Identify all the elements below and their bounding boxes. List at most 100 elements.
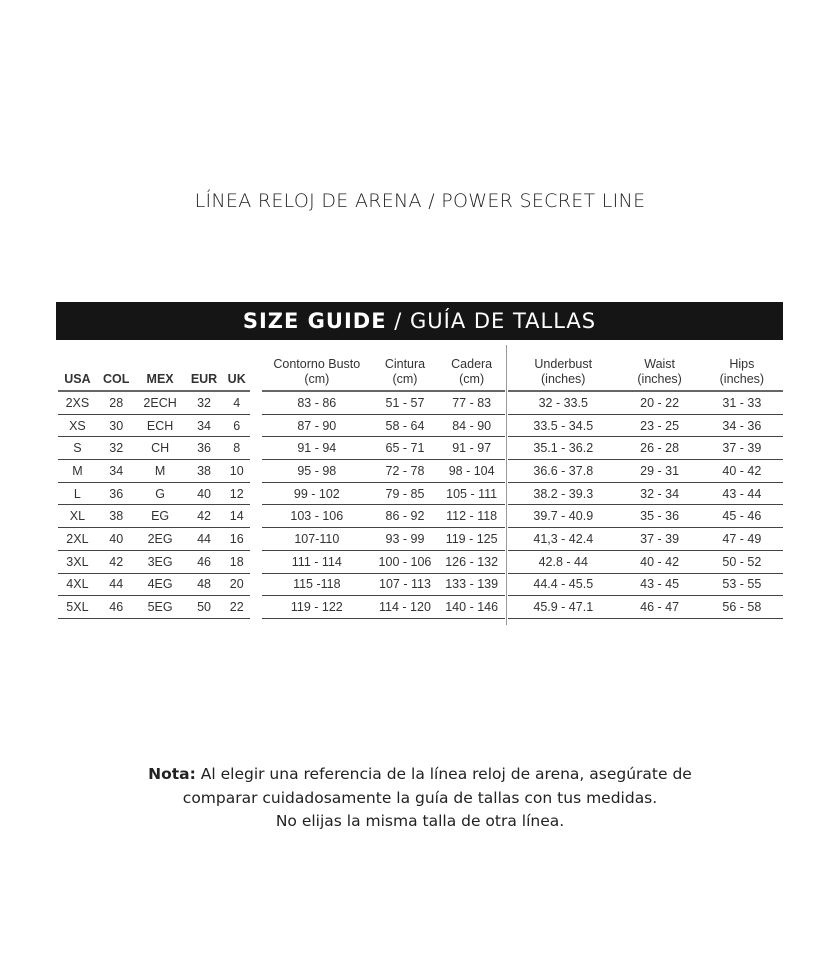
table-cell: 3EG bbox=[135, 550, 185, 574]
table-cell: 4XL bbox=[58, 573, 97, 597]
table-cell: 38 bbox=[184, 459, 224, 483]
column-header: Underbust (inches) bbox=[508, 345, 619, 392]
table-cell: 83 - 86 bbox=[262, 391, 372, 415]
table-cell: 43 - 44 bbox=[700, 482, 783, 506]
table-cell: EG bbox=[135, 504, 185, 529]
banner-bold-text: SIZE GUIDE bbox=[242, 309, 387, 333]
table-cell: 34 bbox=[96, 459, 136, 483]
table-cell: 39.7 - 40.9 bbox=[508, 504, 619, 529]
table-row: 91 - 94 65 - 71 91 - 97 bbox=[262, 436, 505, 461]
table-cell: 10 bbox=[223, 459, 250, 483]
table-cell: 3XL bbox=[58, 550, 97, 574]
table-cell: 36 bbox=[96, 482, 136, 506]
table-row: 32 - 33.5 20 - 22 31 - 33 bbox=[508, 391, 783, 415]
table-cell: 50 - 52 bbox=[700, 550, 783, 574]
table-cell: 33.5 - 34.5 bbox=[508, 414, 619, 438]
column-header: Cadera (cm) bbox=[438, 345, 505, 392]
table-cell: 35.1 - 36.2 bbox=[508, 436, 619, 461]
table-cell: 91 - 97 bbox=[438, 436, 505, 461]
column-header-line: (inches) bbox=[637, 372, 682, 386]
table-cell: 46 bbox=[184, 550, 224, 574]
column-header-line: Underbust bbox=[534, 357, 593, 371]
table-row: 107-110 93 - 99 119 - 125 bbox=[262, 527, 505, 551]
table-cell: 93 - 99 bbox=[371, 527, 439, 551]
table-cell: 95 - 98 bbox=[262, 459, 372, 483]
table-cell: 114 - 120 bbox=[371, 595, 439, 619]
table-cell: 37 - 39 bbox=[700, 436, 783, 461]
table-cell: 30 bbox=[96, 414, 136, 438]
column-header: UK bbox=[223, 345, 250, 392]
table-cell: G bbox=[135, 482, 185, 506]
table-cell: 29 - 31 bbox=[618, 459, 701, 483]
table-cell: M bbox=[135, 459, 185, 483]
table-cell: 20 bbox=[223, 573, 250, 597]
column-header: Waist (inches) bbox=[618, 345, 701, 392]
column-header-line: (inches) bbox=[719, 372, 765, 386]
column-header: USA bbox=[58, 345, 97, 392]
table-cell: 105 - 111 bbox=[438, 482, 505, 506]
table-row: 4XL 44 4EG 48 20 bbox=[58, 573, 250, 597]
table-cell: 23 - 25 bbox=[618, 414, 701, 438]
note: Nota: Al elegir una referencia de la lín… bbox=[0, 763, 840, 834]
table-cell: 41,3 - 42.4 bbox=[508, 527, 619, 551]
table-cell: 48 bbox=[184, 573, 224, 597]
table-cell: 35 - 36 bbox=[618, 504, 701, 529]
column-header-line: Waist bbox=[644, 357, 676, 371]
table-cell: 111 - 114 bbox=[262, 550, 372, 574]
table-row: 41,3 - 42.4 37 - 39 47 - 49 bbox=[508, 527, 783, 551]
table-cell: 28 bbox=[96, 391, 136, 415]
table-cell: 44 bbox=[184, 527, 224, 551]
table-header-row: Contorno Busto (cm) Cintura (cm) Cadera (cm) bbox=[262, 345, 505, 392]
table-cell: 38.2 - 39.3 bbox=[508, 482, 619, 506]
table-cell: 2EG bbox=[135, 527, 185, 551]
table-row: 111 - 114 100 - 106 126 - 132 bbox=[262, 550, 505, 574]
table-cell: 40 - 42 bbox=[618, 550, 701, 574]
column-header-line: (cm) bbox=[392, 372, 418, 386]
table-cell: 119 - 125 bbox=[438, 527, 505, 551]
table-row: 44.4 - 45.5 43 - 45 53 - 55 bbox=[508, 573, 783, 597]
table-row: 3XL 42 3EG 46 18 bbox=[58, 550, 250, 574]
note-line-2: comparar cuidadosamente la guía de talla… bbox=[182, 788, 658, 807]
table-cell: 5XL bbox=[58, 595, 97, 619]
table-cell: 6 bbox=[223, 414, 250, 438]
table-cell: 45 - 46 bbox=[700, 504, 783, 529]
table-row: M 34 M 38 10 bbox=[58, 459, 250, 483]
table-row: 87 - 90 58 - 64 84 - 90 bbox=[262, 414, 505, 438]
table-cell: 133 - 139 bbox=[438, 573, 505, 597]
table-cell: 32 bbox=[184, 391, 224, 415]
table-cell: 58 - 64 bbox=[371, 414, 439, 438]
note-label: Nota: bbox=[148, 765, 196, 783]
table-cell: 42 bbox=[96, 550, 136, 574]
table-cell: 99 - 102 bbox=[262, 482, 372, 506]
column-header: Contorno Busto (cm) bbox=[262, 345, 372, 392]
column-header-line: Contorno Busto bbox=[273, 357, 361, 371]
table-cell: 47 - 49 bbox=[700, 527, 783, 551]
table-row: 119 - 122 114 - 120 140 - 146 bbox=[262, 595, 505, 619]
table-cell: 53 - 55 bbox=[700, 573, 783, 597]
column-header-line: (cm) bbox=[304, 372, 330, 386]
table-cell: 40 - 42 bbox=[700, 459, 783, 483]
table-row: 45.9 - 47.1 46 - 47 56 - 58 bbox=[508, 595, 783, 619]
table-header-row: Underbust (inches) Waist (inches) Hips (inche… bbox=[508, 345, 783, 392]
table-row: 36.6 - 37.8 29 - 31 40 - 42 bbox=[508, 459, 783, 483]
note-line-1: Nota: Al elegir una referencia de la lín… bbox=[0, 763, 840, 787]
page-title: LÍNEA RELOJ DE ARENA / POWER SECRET LINE bbox=[194, 190, 646, 212]
table-cell: 34 - 36 bbox=[700, 414, 783, 438]
table-cell: XL bbox=[58, 504, 97, 529]
table-cell: 8 bbox=[223, 436, 250, 461]
table-cell: 107 - 113 bbox=[371, 573, 439, 597]
column-header-line: Cintura bbox=[384, 357, 426, 371]
table-row: 103 - 106 86 - 92 112 - 118 bbox=[262, 504, 505, 529]
table-cell: 31 - 33 bbox=[700, 391, 783, 415]
table-row: L 36 G 40 12 bbox=[58, 482, 250, 506]
table-cell: 84 - 90 bbox=[438, 414, 505, 438]
table-row: 95 - 98 72 - 78 98 - 104 bbox=[262, 459, 505, 483]
table-row: 2XL 40 2EG 44 16 bbox=[58, 527, 250, 551]
table-cell: 107-110 bbox=[262, 527, 372, 551]
column-header: Hips (inches) bbox=[700, 345, 783, 392]
table-cell: 40 bbox=[96, 527, 136, 551]
table-cell: 2XL bbox=[58, 527, 97, 551]
table-cell: 26 - 28 bbox=[618, 436, 701, 461]
column-header: MEX bbox=[135, 345, 185, 392]
table-cell: 32 bbox=[96, 436, 136, 461]
